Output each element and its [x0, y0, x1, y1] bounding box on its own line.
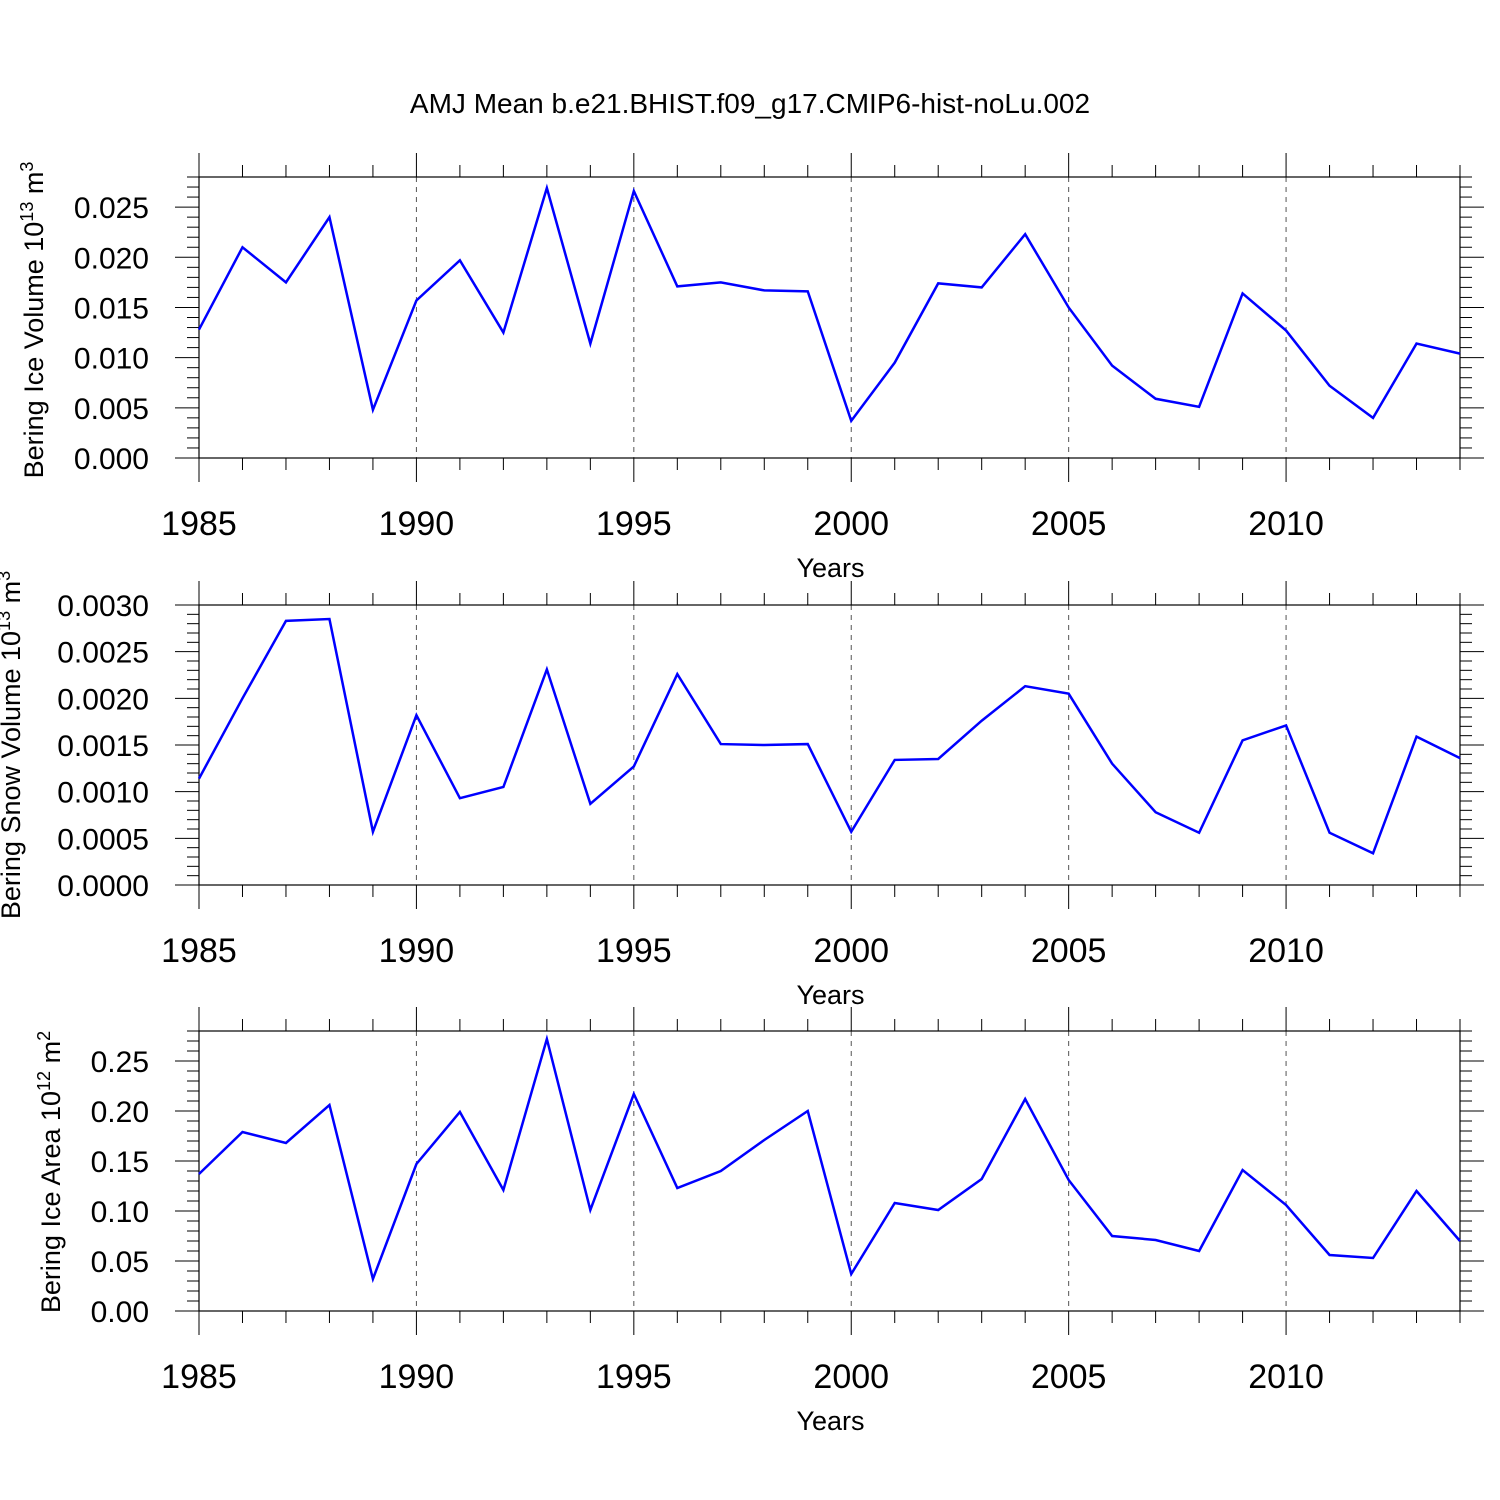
chart-title: AMJ Mean b.e21.BHIST.f09_g17.CMIP6-hist-… — [410, 88, 1090, 119]
x-axis-label: Years — [796, 1406, 864, 1436]
x-tick-label: 2000 — [813, 932, 889, 970]
y-tick-label: 0.010 — [74, 343, 149, 376]
y-tick-label: 0.000 — [74, 443, 149, 476]
y-tick-label: 0.25 — [91, 1046, 149, 1079]
x-axis-label: Years — [796, 980, 864, 1010]
x-tick-label: 2005 — [1031, 505, 1107, 543]
x-tick-label: 2005 — [1031, 1358, 1107, 1396]
y-tick-label: 0.0000 — [57, 870, 149, 903]
x-tick-label: 1985 — [161, 505, 237, 543]
x-tick-label: 2010 — [1248, 1358, 1324, 1396]
x-tick-label: 2000 — [813, 1358, 889, 1396]
y-tick-label: 0.005 — [74, 393, 149, 426]
y-tick-label: 0.025 — [74, 192, 149, 225]
chart-panel-3: 1985 1990 1995 2000 2005 2010 0.00 0.05 0.10 0.15… — [34, 1007, 1484, 1436]
x-tick-label: 2010 — [1248, 932, 1324, 970]
y-axis-label: Bering Snow Volume 1013 m3 — [0, 571, 26, 919]
x-tick-label: 2000 — [813, 505, 889, 543]
x-tick-label: 1990 — [379, 932, 455, 970]
y-tick-label: 0.15 — [91, 1146, 149, 1179]
y-axis-label: Bering Ice Area 1012 m2 — [34, 1031, 66, 1313]
x-tick-label: 1985 — [161, 932, 237, 970]
y-tick-label: 0.0010 — [57, 777, 149, 810]
x-tick-label: 1995 — [596, 505, 672, 543]
plot-frame — [198, 1030, 1461, 1312]
y-tick-label: 0.0025 — [57, 637, 149, 670]
y-tick-label: 0.0015 — [57, 730, 149, 763]
y-tick-label: 0.0030 — [57, 590, 149, 623]
x-axis-label: Years — [796, 553, 864, 583]
y-tick-label: 0.00 — [91, 1296, 149, 1329]
y-tick-label: 0.05 — [91, 1246, 149, 1279]
series-line — [197, 183, 1461, 424]
chart-panel-1: 1985 1990 1995 2000 2005 2010 0.000 0.005 0.010 0… — [17, 153, 1484, 583]
plot-frame — [198, 604, 1461, 886]
x-tick-label: 1995 — [596, 1358, 672, 1396]
x-tick-label: 1995 — [596, 932, 672, 970]
y-tick-label: 0.0020 — [57, 683, 149, 716]
x-tick-label: 1985 — [161, 1358, 237, 1396]
y-tick-label: 0.0005 — [57, 823, 149, 856]
x-tick-label: 1990 — [379, 1358, 455, 1396]
x-tick-label: 1990 — [379, 505, 455, 543]
x-tick-label: 2010 — [1248, 505, 1324, 543]
y-tick-label: 0.020 — [74, 242, 149, 275]
y-tick-label: 0.20 — [91, 1096, 149, 1129]
chart-panels: 1985 1990 1995 2000 2005 2010 0.000 0.005 0.010 0… — [0, 153, 1484, 1436]
x-tick-label: 2005 — [1031, 932, 1107, 970]
y-axis-label: Bering Ice Volume 1013 m3 — [17, 162, 49, 479]
series-line — [198, 1034, 1461, 1284]
series-line — [197, 617, 1461, 855]
y-tick-label: 0.015 — [74, 292, 149, 325]
y-tick-label: 0.10 — [91, 1196, 149, 1229]
chart-panel-2: 1985 1990 1995 2000 2005 2010 0.0000 0.0005 0.00… — [0, 571, 1484, 1010]
